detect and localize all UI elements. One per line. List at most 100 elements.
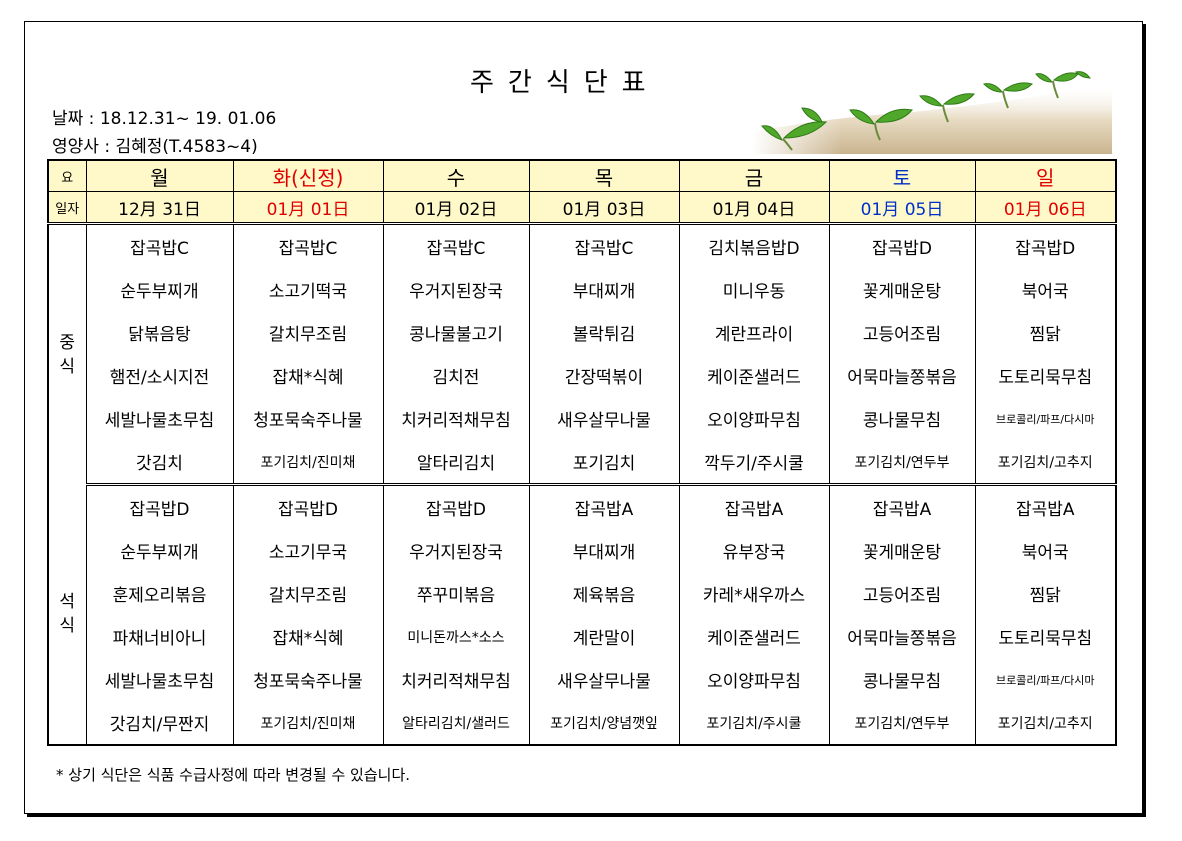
menu-item: 청포묵숙주나물 — [232, 658, 384, 701]
menu-item: 간장떡볶이 — [528, 354, 680, 397]
date-wed: 01月 02日 — [382, 191, 530, 225]
day-fri: 금 — [678, 160, 830, 192]
day-header-row: 요 월 화(신정) 수 목 금 토 일 — [47, 160, 1117, 192]
menu-item: 포기김치/진미채 — [232, 440, 384, 486]
date-thu: 01月 03日 — [528, 191, 680, 225]
menu-item: 세발나물초무침 — [85, 397, 234, 440]
menu-item: 갈치무조림 — [232, 572, 384, 615]
menu-item: 갈치무조림 — [232, 311, 384, 354]
menu-item: 도토리묵무침 — [974, 615, 1117, 658]
menu-item: 치커리적채무침 — [382, 658, 530, 701]
menu-item: 고등어조림 — [828, 311, 976, 354]
menu-item: 브로콜리/파프/다시마 — [974, 397, 1117, 440]
menu-item: 브로콜리/파프/다시마 — [974, 658, 1117, 701]
dinner-row: 파채너비아니 잡채*식혜 미니돈까스*소스 계란말이 케이준샐러드 어묵마늘쫑볶음 도토리묵… — [48, 615, 1117, 658]
menu-item: 카레*새우까스 — [678, 572, 830, 615]
date-header-label: 일자 — [47, 191, 87, 225]
dinner-row: 훈제오리볶음 갈치무조림 쭈꾸미볶음 제육볶음 카레*새우까스 고등어조림 찜닭 — [48, 572, 1117, 615]
menu-item: 잡곡밥D — [974, 223, 1117, 268]
menu-item: 순두부찌개 — [85, 268, 234, 311]
menu-item: 새우살무나물 — [528, 658, 680, 701]
menu-item: 소고기떡국 — [232, 268, 384, 311]
menu-item: 쭈꾸미볶음 — [382, 572, 530, 615]
menu-item: 케이준샐러드 — [678, 354, 830, 397]
lunch-row: 세발나물초무침 청포묵숙주나물 치커리적채무침 새우살무나물 오이양파무침 콩나물무침 브로… — [48, 397, 1117, 440]
dietitian-info: 영양사 : 김혜정(T.4583~4) — [52, 137, 258, 157]
menu-item: 김치볶음밥D — [678, 223, 830, 268]
menu-item: 부대찌개 — [528, 529, 680, 572]
menu-change-note: * 상기 식단은 식품 수급사정에 따라 변경될 수 있습니다. — [56, 766, 411, 784]
menu-item: 꽃게매운탕 — [828, 268, 976, 311]
menu-item: 김치전 — [382, 354, 530, 397]
menu-item: 잡채*식혜 — [232, 615, 384, 658]
lunch-row: 햄전/소시지전 잡채*식혜 김치전 간장떡볶이 케이준샐러드 어묵마늘쫑볶음 도토리묵무침 — [48, 354, 1117, 397]
menu-item: 잡곡밥A — [974, 484, 1117, 529]
menu-item: 잡곡밥D — [232, 484, 384, 529]
dinner-row: 순두부찌개 소고기무국 우거지된장국 부대찌개 유부장국 꽃게매운탕 북어국 — [48, 529, 1117, 572]
menu-item: 훈제오리볶음 — [85, 572, 234, 615]
menu-item: 잡곡밥C — [232, 223, 384, 268]
menu-item: 찜닭 — [974, 572, 1117, 615]
menu-item: 오이양파무침 — [678, 397, 830, 440]
menu-item: 포기김치/연두부 — [828, 440, 976, 486]
dinner-row: 갓김치/무짠지 포기김치/진미채 알타리김치/샐러드 포기김치/양념깻잎 포기김치/주시… — [48, 701, 1117, 745]
menu-item: 미니돈까스*소스 — [382, 615, 530, 658]
menu-item: 오이양파무침 — [678, 658, 830, 701]
day-tue: 화(신정) — [232, 160, 384, 192]
menu-item: 미니우동 — [678, 268, 830, 311]
dinner-row: 세발나물초무침 청포묵숙주나물 치커리적채무침 새우살무나물 오이양파무침 콩나물무침 브로… — [48, 658, 1117, 701]
day-sun: 일 — [974, 160, 1117, 192]
menu-item: 유부장국 — [678, 529, 830, 572]
menu-item: 청포묵숙주나물 — [232, 397, 384, 440]
dinner-row: 석 식 잡곡밥D 잡곡밥D 잡곡밥D 잡곡밥A 잡곡밥A 잡곡밥A 잡곡밥A — [47, 484, 1117, 745]
menu-item: 북어국 — [974, 268, 1117, 311]
lunch-section: 중 식 잡곡밥C 잡곡밥C 잡곡밥C 잡곡밥C 김치볶음밥D 잡곡밥D 잡곡밥D 순두부찌개 소고기… — [47, 223, 1117, 486]
menu-item: 계란말이 — [528, 615, 680, 658]
menu-item: 어묵마늘쫑볶음 — [828, 615, 976, 658]
menu-item: 콩나물무침 — [828, 658, 976, 701]
menu-item: 잡곡밥C — [528, 223, 680, 268]
menu-item: 케이준샐러드 — [678, 615, 830, 658]
lunch-row: 닭볶음탕 갈치무조림 콩나물불고기 볼락튀김 계란프라이 고등어조림 찜닭 — [48, 311, 1117, 354]
menu-item: 잡곡밥C — [382, 223, 530, 268]
menu-item: 계란프라이 — [678, 311, 830, 354]
menu-item: 잡채*식혜 — [232, 354, 384, 397]
menu-item: 새우살무나물 — [528, 397, 680, 440]
menu-item: 잡곡밥D — [828, 223, 976, 268]
menu-item: 포기김치/연두부 — [828, 701, 976, 745]
dinner-label-bottom: 식 — [59, 616, 76, 637]
menu-item: 잡곡밥C — [85, 223, 234, 268]
date-sat: 01月 05日 — [828, 191, 976, 225]
menu-item: 포기김치/고추지 — [974, 701, 1117, 745]
menu-item: 포기김치/주시쿨 — [678, 701, 830, 745]
menu-item: 잡곡밥D — [85, 484, 234, 529]
menu-item: 잡곡밥A — [528, 484, 680, 529]
menu-item: 꽃게매운탕 — [828, 529, 976, 572]
menu-item: 알타리김치/샐러드 — [382, 701, 530, 745]
sprouts-illustration — [752, 62, 1112, 154]
menu-item: 닭볶음탕 — [85, 311, 234, 354]
date-tue: 01月 01日 — [232, 191, 384, 225]
menu-item: 포기김치/진미채 — [232, 701, 384, 745]
menu-item: 포기김치/양념깻잎 — [528, 701, 680, 745]
menu-item: 찜닭 — [974, 311, 1117, 354]
date-header-row: 일자 12月 31日 01月 01日 01月 02日 01月 03日 01月 0… — [47, 191, 1117, 225]
day-mon: 월 — [85, 160, 234, 192]
menu-item: 포기김치/고추지 — [974, 440, 1117, 486]
menu-item: 갓김치/무짠지 — [85, 701, 234, 745]
lunch-label-bottom: 식 — [59, 356, 76, 377]
menu-item: 부대찌개 — [528, 268, 680, 311]
menu-item: 소고기무국 — [232, 529, 384, 572]
lunch-label-top: 중 — [59, 332, 76, 353]
menu-item: 고등어조림 — [828, 572, 976, 615]
menu-item: 우거지된장국 — [382, 529, 530, 572]
menu-item: 햄전/소시지전 — [85, 354, 234, 397]
menu-item: 순두부찌개 — [85, 529, 234, 572]
menu-item: 치커리적채무침 — [382, 397, 530, 440]
menu-item: 콩나물무침 — [828, 397, 976, 440]
menu-item: 세발나물초무침 — [85, 658, 234, 701]
day-sat: 토 — [828, 160, 976, 192]
menu-item: 잡곡밥A — [828, 484, 976, 529]
